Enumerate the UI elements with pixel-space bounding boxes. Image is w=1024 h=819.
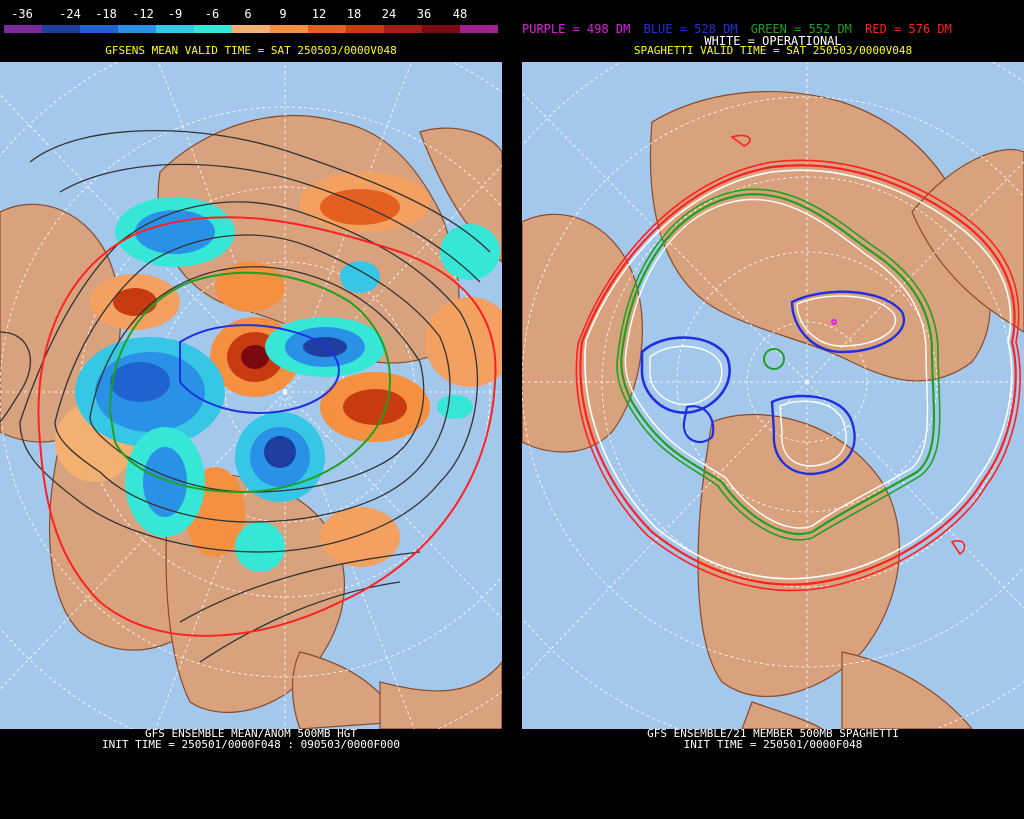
height-contours [0, 129, 491, 663]
colorbar-label: 24 [381, 7, 397, 21]
colorbar-swatch [346, 25, 384, 33]
right-valid-time: SPAGHETTI VALID TIME = SAT 250503/0000V0… [633, 44, 913, 57]
reference-contours [37, 216, 497, 637]
contour-legend: PURPLE = 498 DM BLUE = 528 DM GREEN = 55… [522, 22, 1024, 36]
land-layer [522, 91, 1024, 729]
colorbar-label: 36 [416, 7, 432, 21]
colorbar-label: -6 [204, 7, 220, 21]
colorbar-label: 12 [311, 7, 327, 21]
spaghetti-contours [575, 134, 1021, 592]
positive-anomalies [55, 172, 502, 567]
colorbar-label: 6 [244, 7, 252, 21]
colorbar-swatch [80, 25, 118, 33]
colorbar-label: -36 [11, 7, 33, 21]
colorbar-label: -12 [132, 7, 154, 21]
left-init-time: INIT TIME = 250501/0000F048 : 090503/000… [101, 738, 400, 751]
colorbar-swatch [308, 25, 346, 33]
colorbar-label: 9 [279, 7, 287, 21]
colorbar-swatch [4, 25, 42, 33]
spaghetti-panel: PURPLE = 498 DM BLUE = 528 DM GREEN = 55… [522, 0, 1024, 819]
legend-red: RED = 576 DM [865, 22, 952, 36]
colorbar-swatch [460, 25, 498, 33]
colorbar-swatch [156, 25, 194, 33]
left-map-svg [0, 62, 502, 729]
anomaly-colorbar [4, 25, 498, 33]
left-valid-time: GFSENS MEAN VALID TIME = SAT 250503/0000… [105, 44, 397, 57]
colorbar-swatch [194, 25, 232, 33]
colorbar-label: 48 [452, 7, 468, 21]
legend-blue: BLUE = 528 DM [643, 22, 738, 36]
legend-green: GREEN = 552 DM [750, 22, 852, 36]
colorbar-swatch [118, 25, 156, 33]
colorbar-label: -9 [167, 7, 183, 21]
panel-divider [502, 0, 522, 819]
right-init-time: INIT TIME = 250501/0000F048 [683, 738, 863, 751]
colorbar-swatch [232, 25, 270, 33]
left-map [0, 62, 502, 729]
right-map [522, 62, 1024, 729]
colorbar-labels: -36 -24 -18 -12 -9 -6 6 9 12 18 24 36 48 [0, 7, 502, 23]
colorbar-label: -24 [59, 7, 81, 21]
colorbar-swatch [42, 25, 80, 33]
right-title: GFS ENSEMBLE/21 MEMBER 500MB SPAGHETTI [647, 727, 899, 740]
left-title: GFS ENSEMBLE MEAN/ANOM 500MB HGT [145, 727, 357, 740]
negative-anomalies [75, 197, 500, 572]
legend-white: WHITE = OPERATIONAL [704, 34, 842, 48]
colorbar-label: -18 [95, 7, 117, 21]
right-map-svg [522, 62, 1024, 729]
colorbar-swatch [422, 25, 460, 33]
legend-purple: PURPLE = 498 DM [522, 22, 631, 36]
colorbar-label: 18 [346, 7, 362, 21]
colorbar-swatch [384, 25, 422, 33]
ensemble-mean-panel: -36 -24 -18 -12 -9 -6 6 9 12 18 24 36 48… [0, 0, 502, 819]
colorbar-swatch [270, 25, 308, 33]
